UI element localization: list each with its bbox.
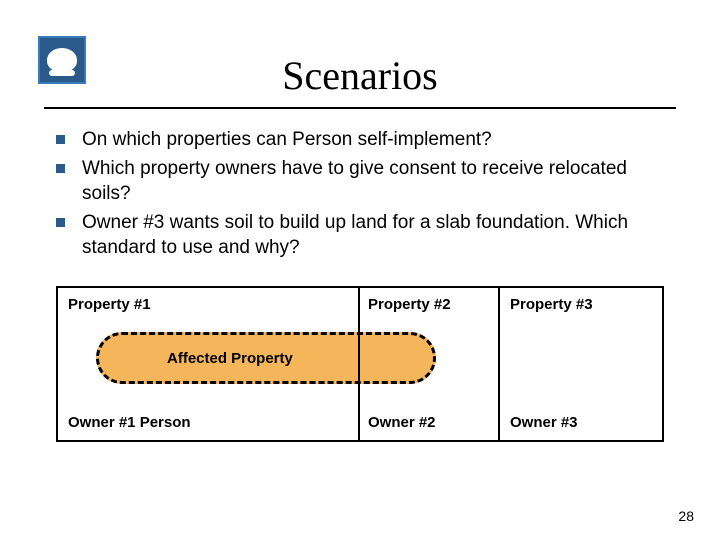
affected-property-region: Affected Property <box>96 332 436 384</box>
page-number: 28 <box>678 508 694 524</box>
slide: Scenarios On which properties can Person… <box>0 0 720 540</box>
property-label: Property #3 <box>510 296 593 313</box>
property-label: Property #1 <box>68 296 151 313</box>
property-label: Property #2 <box>368 296 451 313</box>
column-divider <box>498 288 500 440</box>
affected-property-label: Affected Property <box>167 350 293 367</box>
slide-title: Scenarios <box>44 30 676 99</box>
bullet-item: On which properties can Person self-impl… <box>56 127 676 152</box>
title-divider <box>44 107 676 109</box>
column-divider <box>358 288 360 440</box>
owner-label: Owner #2 <box>368 414 436 431</box>
logo-icon <box>38 36 86 84</box>
owner-label: Owner #3 <box>510 414 578 431</box>
property-diagram: Affected Property Property #1 Property #… <box>56 286 664 442</box>
bullet-item: Which property owners have to give conse… <box>56 156 676 206</box>
owner-label: Owner #1 Person <box>68 414 191 431</box>
logo-tree-icon <box>47 48 77 72</box>
title-row: Scenarios <box>44 30 676 99</box>
bullet-item: Owner #3 wants soil to build up land for… <box>56 210 676 260</box>
bullet-list: On which properties can Person self-impl… <box>44 127 676 260</box>
